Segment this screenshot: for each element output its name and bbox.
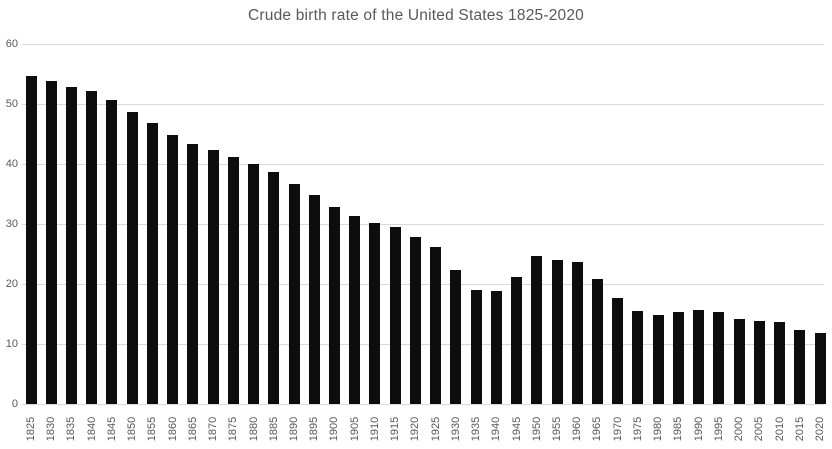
bar-1825	[25, 76, 37, 404]
gridline	[22, 104, 824, 105]
x-axis-tick-label: 1920	[409, 416, 422, 442]
y-axis-tick-label: 40	[5, 158, 18, 170]
x-axis-tick-label: 1930	[449, 416, 462, 442]
x-axis-tick-label: 1865	[186, 416, 199, 442]
bar-1885	[268, 172, 280, 404]
y-axis-tick-label: 20	[5, 278, 18, 290]
gridline	[22, 44, 824, 45]
x-axis-tick-label: 1850	[126, 416, 139, 442]
bar-2000	[733, 319, 745, 404]
bar-1890	[288, 184, 300, 404]
y-axis-tick-label: 0	[11, 398, 18, 410]
bar-1850	[126, 111, 138, 404]
x-axis-tick-label: 1925	[429, 416, 442, 442]
bar-1955	[551, 260, 563, 404]
x-axis-tick-label: 1835	[65, 416, 78, 442]
bar-1910	[369, 223, 381, 404]
bar-1925	[430, 247, 442, 404]
x-axis-tick-label: 1860	[166, 416, 179, 442]
x-axis-tick-label: 2005	[753, 416, 766, 442]
x-axis-tick-label: 1990	[692, 416, 705, 442]
x-axis-tick-label: 1845	[105, 416, 118, 442]
bar-1940	[490, 291, 502, 404]
x-axis-tick-label: 1975	[631, 416, 644, 442]
x-axis-tick-label: 1980	[652, 416, 665, 442]
bar-1965	[591, 278, 603, 404]
bar-1880	[248, 164, 260, 404]
bar-1830	[45, 81, 57, 404]
gridline	[22, 284, 824, 285]
x-axis-tick-label: 1960	[571, 416, 584, 442]
bar-1865	[187, 143, 199, 404]
x-axis-tick-label: 1830	[45, 416, 58, 442]
x-axis-tick-label: 1855	[146, 416, 159, 442]
x-axis-tick-label: 1880	[247, 416, 260, 442]
x-axis-tick-label: 1970	[611, 416, 624, 442]
bar-1970	[612, 298, 624, 404]
x-axis-tick-label: 1940	[490, 416, 503, 442]
bar-1935	[470, 290, 482, 404]
bar-1980	[652, 315, 664, 404]
x-axis-tick-label: 1895	[308, 416, 321, 442]
bar-1900	[328, 207, 340, 404]
x-axis-tick-label: 1900	[328, 416, 341, 442]
gridline	[22, 224, 824, 225]
x-axis-tick-label: 1875	[227, 416, 240, 442]
x-axis-tick-label: 1945	[510, 416, 523, 442]
bar-1870	[207, 149, 219, 404]
x-axis-tick-label: 1965	[591, 416, 604, 442]
x-axis-tick-label: 1995	[712, 416, 725, 442]
bar-2020	[814, 332, 826, 404]
bar-1860	[167, 135, 179, 404]
x-axis-tick-label: 2010	[773, 416, 786, 442]
bar-1960	[571, 261, 583, 404]
x-axis-tick-label: 1915	[389, 416, 402, 442]
y-axis-tick-label: 10	[5, 338, 18, 350]
gridline	[22, 344, 824, 345]
x-axis-tick-label: 1950	[530, 416, 543, 442]
y-axis-tick-label: 60	[5, 38, 18, 50]
bar-1930	[450, 270, 462, 404]
bar-2015	[794, 329, 806, 404]
bar-1835	[65, 86, 77, 404]
bar-1905	[349, 215, 361, 404]
bar-1920	[409, 237, 421, 404]
x-axis-tick-label: 1935	[470, 416, 483, 442]
bar-1875	[227, 157, 239, 404]
x-axis-tick-label: 2015	[793, 416, 806, 442]
x-axis-tick-label: 2000	[733, 416, 746, 442]
bar-1915	[389, 227, 401, 404]
gridline	[22, 164, 824, 165]
chart-title: Crude birth rate of the United States 18…	[248, 7, 584, 24]
x-axis-tick-label: 1890	[288, 416, 300, 442]
x-axis-tick-label: 1905	[348, 416, 361, 442]
bar-2010	[774, 321, 786, 404]
bar-1945	[511, 277, 523, 404]
x-axis-tick-label: 1955	[551, 416, 563, 442]
x-axis-tick-label: 2020	[814, 416, 826, 442]
bar-1950	[531, 256, 543, 404]
y-axis-tick-label: 30	[5, 218, 18, 230]
bar-1855	[146, 123, 158, 404]
x-axis-tick-label: 1870	[207, 416, 220, 442]
bar-1845	[106, 100, 118, 404]
x-axis-tick-label: 1840	[85, 416, 98, 442]
bar-1895	[308, 195, 320, 404]
x-axis-tick-label: 1910	[368, 416, 381, 442]
bar-1990	[693, 310, 705, 404]
bar-1840	[86, 91, 98, 404]
x-axis-line	[22, 404, 824, 405]
y-axis-tick-label: 50	[5, 98, 18, 110]
bar-1995	[713, 311, 725, 404]
bar-1985	[672, 312, 684, 404]
x-axis-tick-label: 1825	[25, 416, 37, 442]
x-axis-tick-label: 1985	[672, 416, 685, 442]
bar-2005	[753, 320, 765, 404]
x-axis-tick-label: 1885	[267, 416, 280, 442]
bar-1975	[632, 311, 644, 404]
